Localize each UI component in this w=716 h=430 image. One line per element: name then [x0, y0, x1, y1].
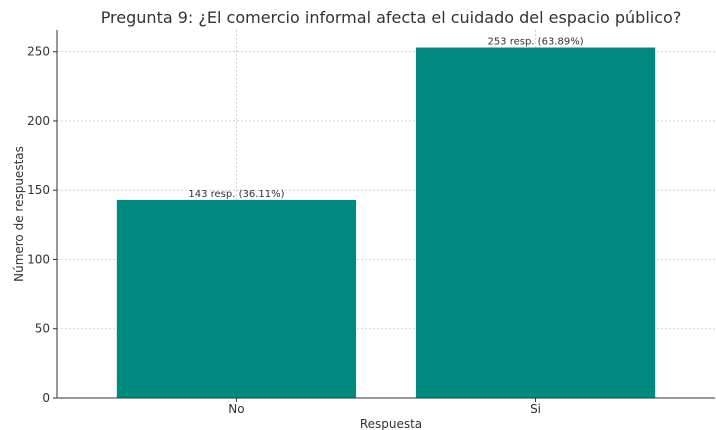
- data-label: 253 resp. (63.89%): [487, 37, 583, 48]
- x-axis-label: Respuesta: [360, 417, 422, 430]
- data-label: 143 resp. (36.11%): [188, 189, 284, 200]
- x-tick-label: No: [228, 402, 244, 416]
- y-tick-label: 250: [27, 45, 50, 59]
- bar-no: [116, 199, 357, 398]
- y-axis-label: Número de respuestas: [12, 146, 26, 282]
- y-tick-label: 150: [27, 183, 50, 197]
- bars-layer: [116, 47, 656, 399]
- chart-title: Pregunta 9: ¿El comercio informal afecta…: [101, 8, 682, 27]
- y-tick-label: 200: [27, 114, 50, 128]
- x-tick-label: Si: [530, 402, 541, 416]
- y-tick-label: 0: [42, 391, 50, 405]
- y-tick-label: 50: [35, 322, 50, 336]
- y-tick-label: 100: [27, 252, 50, 266]
- data-labels-layer: 143 resp. (36.11%) 253 resp. (63.89%): [188, 37, 583, 200]
- ticks-layer: 0 50 100 150 200 250 No Si: [27, 45, 541, 416]
- axes-layer: [56, 30, 715, 399]
- bar-si: [415, 47, 656, 399]
